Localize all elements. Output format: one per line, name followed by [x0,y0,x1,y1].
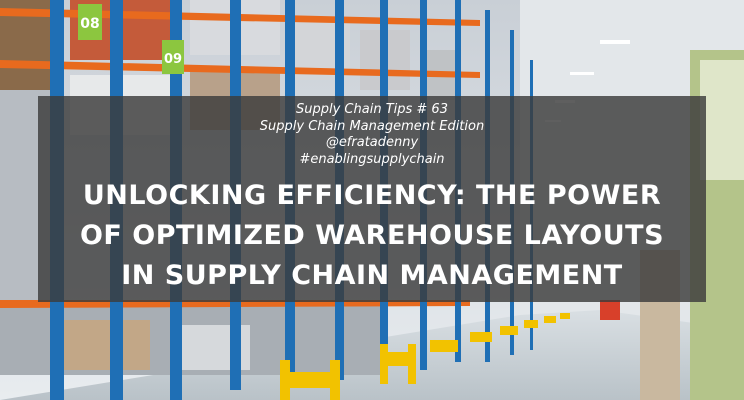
rack-label-08: 08 [78,4,102,40]
series-line: Supply Chain Tips # 63 [296,102,448,117]
headline-line-3: IN SUPPLY CHAIN MANAGEMENT [121,260,623,291]
text-overlay-panel [38,96,706,302]
headline: UNLOCKING EFFICIENCY: THE POWER OF OPTIM… [40,176,704,296]
headline-line-1: UNLOCKING EFFICIENCY: THE POWER [82,180,662,211]
svg-text:08: 08 [80,16,99,32]
edition-line: Supply Chain Management Edition [259,118,485,134]
svg-text:09: 09 [164,52,182,67]
hashtag: #enablingsupplychain [299,151,445,167]
rack-label-09: 09 [162,40,184,74]
headline-line-2: OF OPTIMIZED WAREHOUSE LAYOUTS [79,220,665,251]
post-meta: Supply Chain Tips # 63 Supply Chain Mana… [0,102,744,168]
safety-barriers [280,313,570,400]
author-handle: @efratadenny [325,135,419,150]
